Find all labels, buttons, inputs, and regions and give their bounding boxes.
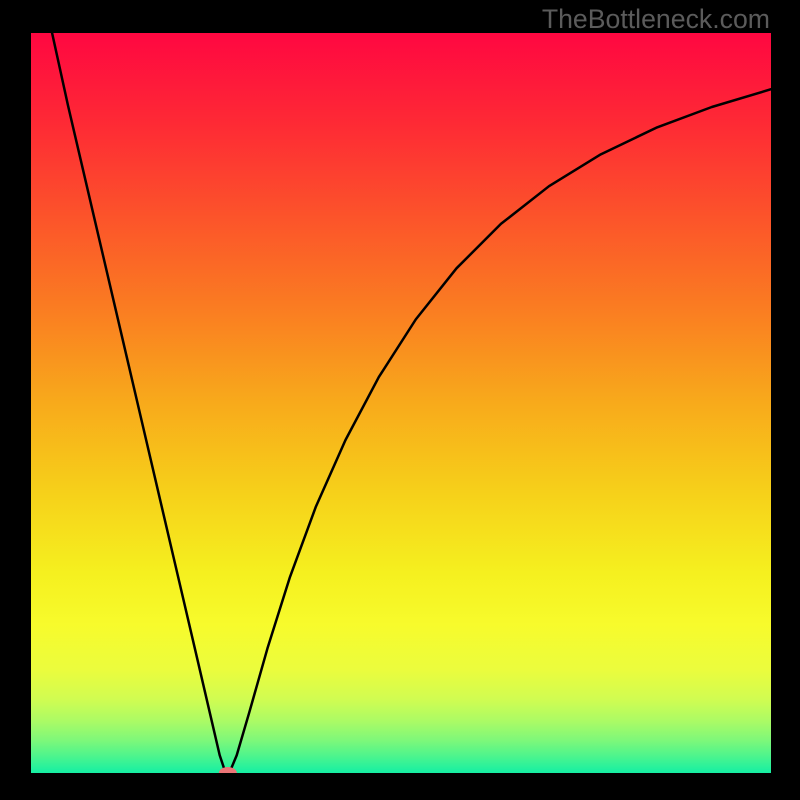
bottleneck-curve — [52, 33, 771, 773]
curve-svg — [31, 33, 771, 773]
plot-area — [31, 33, 771, 773]
watermark-text: TheBottleneck.com — [542, 4, 770, 35]
chart-container: TheBottleneck.com — [0, 0, 800, 800]
minimum-marker — [219, 767, 237, 773]
